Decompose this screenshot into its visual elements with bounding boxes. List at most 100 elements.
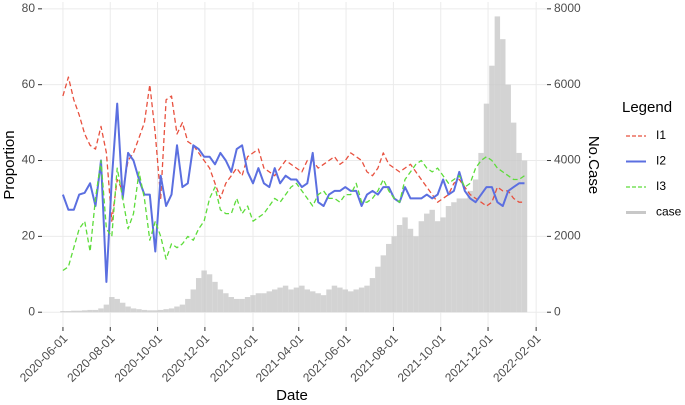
case-bar	[152, 310, 158, 313]
x-tick-label: 2021-02-01	[207, 331, 261, 385]
case-bar	[195, 278, 202, 313]
x-tick-label: 2021-06-01	[300, 331, 354, 385]
case-bar	[483, 103, 490, 313]
case-bar	[472, 179, 479, 313]
case-bar	[130, 308, 137, 313]
case-bar	[109, 297, 115, 313]
y2-axis-title: No.Case	[585, 136, 602, 194]
case-bar	[391, 236, 397, 313]
case-bar	[380, 255, 387, 313]
legend-label: case	[656, 205, 682, 219]
case-bar	[326, 289, 332, 313]
case-bar	[353, 289, 359, 313]
case-bar	[348, 291, 354, 313]
x-tick-label: 2020-06-01	[17, 331, 71, 385]
case-bar	[255, 293, 262, 313]
case-bar	[228, 297, 234, 313]
case-bar	[168, 308, 175, 313]
y-tick-label: 60	[22, 77, 36, 91]
case-bar	[402, 217, 408, 313]
y2-tick-label: 2000	[554, 229, 581, 243]
y-axis-title: Proportion	[1, 130, 18, 199]
case-bar	[505, 84, 511, 313]
case-bar	[206, 274, 213, 313]
x-tick-label: 2022-02-01	[490, 331, 544, 385]
series-line	[62, 156, 525, 272]
x-tick-label: 2021-12-01	[442, 331, 496, 385]
case-bar	[239, 298, 245, 313]
case-bar	[434, 221, 441, 313]
case-bar	[244, 297, 251, 313]
case-bar	[179, 304, 186, 313]
y-tick-label: 80	[22, 1, 36, 15]
case-bar	[364, 285, 370, 313]
case-bar	[163, 309, 169, 313]
case-bar	[494, 16, 501, 313]
y2-tick-label: 0	[554, 304, 561, 318]
case-bar	[201, 270, 207, 313]
case-bar	[185, 298, 191, 313]
case-bar	[456, 198, 463, 313]
case-bar	[136, 309, 142, 313]
case-bar	[396, 224, 403, 313]
case-bar	[375, 266, 381, 313]
case-bar	[261, 293, 267, 313]
legend-label: I2	[656, 154, 666, 168]
x-tick-label: 2020-10-01	[112, 331, 166, 385]
case-bar	[413, 236, 419, 313]
case-bar	[71, 310, 77, 313]
legend-label: I1	[656, 128, 666, 142]
case-bar	[467, 190, 473, 313]
case-bar	[440, 217, 446, 313]
case-bar	[81, 310, 88, 313]
case-bar	[304, 289, 311, 313]
y2-tick-label: 6000	[554, 77, 581, 91]
case-bar	[369, 278, 376, 313]
case-bar	[266, 291, 273, 313]
series-line	[62, 76, 525, 222]
case-bar	[103, 304, 110, 313]
case-bar	[342, 289, 349, 313]
case-bar	[65, 311, 72, 313]
case-bar	[114, 298, 120, 313]
case-bar	[451, 202, 457, 313]
case-bar	[212, 281, 218, 313]
y-tick-label: 40	[22, 153, 36, 167]
case-bar	[250, 295, 256, 313]
case-bar	[157, 309, 164, 313]
case-bar	[288, 289, 294, 313]
x-tick-label: 2020-12-01	[159, 331, 213, 385]
series-line	[61, 102, 525, 283]
case-bar	[358, 287, 365, 313]
case-bar	[320, 295, 327, 313]
case-bar	[407, 228, 414, 313]
case-bar	[125, 306, 131, 313]
x-tick-label: 2021-08-01	[347, 331, 401, 385]
x-axis-title: Date	[276, 387, 308, 404]
case-bar	[445, 206, 452, 313]
case-bar	[337, 287, 343, 313]
case-bar	[141, 309, 148, 313]
x-tick-label: 2021-04-01	[253, 331, 307, 385]
case-bar	[418, 221, 425, 313]
case-bar	[277, 287, 283, 313]
case-bar	[299, 285, 305, 313]
case-bar	[119, 302, 126, 313]
case-bar	[233, 298, 240, 313]
case-bar	[310, 291, 316, 313]
case-bar	[87, 309, 93, 313]
case-bar	[293, 287, 300, 313]
case-bar	[223, 293, 229, 313]
case-bar	[98, 308, 104, 313]
x-tick-label: 2020-08-01	[64, 331, 118, 385]
case-bar	[510, 122, 517, 313]
case-bar	[60, 311, 66, 313]
case-bar	[500, 39, 506, 313]
case-bar	[331, 285, 338, 313]
case-bar	[92, 309, 99, 313]
legend-title: Legend	[622, 99, 672, 116]
case-bar	[282, 285, 289, 313]
case-bar	[521, 160, 528, 313]
y2-tick-label: 8000	[554, 1, 581, 15]
